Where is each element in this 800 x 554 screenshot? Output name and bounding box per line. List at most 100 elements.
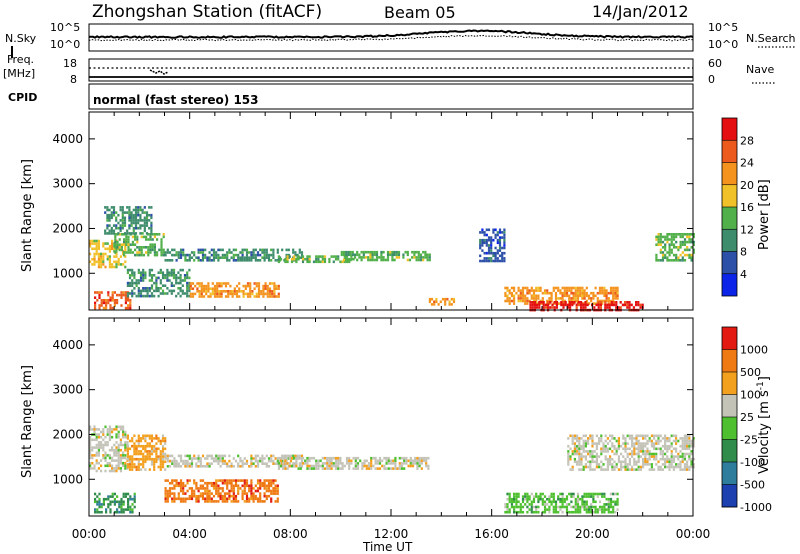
echo-cell <box>635 461 637 464</box>
echo-cell <box>655 256 657 259</box>
echo-cell <box>167 492 169 495</box>
echo-cell <box>271 295 273 298</box>
echo-cell <box>193 254 195 257</box>
echo-cell <box>295 261 297 264</box>
echo-cell <box>580 306 582 309</box>
echo-cell <box>169 251 171 254</box>
echo-cell <box>115 219 117 222</box>
echo-cell <box>658 233 660 236</box>
echo-cell <box>266 462 268 465</box>
echo-cell <box>251 290 253 293</box>
echo-cell <box>217 492 219 495</box>
echo-cell <box>195 498 197 501</box>
echo-cell <box>235 485 237 488</box>
echo-cell <box>144 445 146 448</box>
echo-cell <box>243 293 245 296</box>
echo-cell <box>173 492 175 495</box>
echo-cell <box>677 259 679 262</box>
echo-cell <box>577 495 579 498</box>
echo-cell <box>638 455 640 458</box>
echo-cell <box>129 302 131 305</box>
echo-cell <box>568 297 570 300</box>
echo-cell <box>173 249 175 252</box>
echo-cell <box>644 437 646 440</box>
echo-cell <box>111 428 113 431</box>
echo-cell <box>204 487 206 490</box>
echo-cell <box>613 301 615 304</box>
echo-cell <box>113 467 115 470</box>
echo-cell <box>562 498 564 501</box>
echo-cell <box>598 440 600 443</box>
echo-cell <box>666 437 668 440</box>
echo-cell <box>109 439 111 442</box>
echo-cell <box>242 460 244 463</box>
echo-cell <box>355 460 357 463</box>
echo-cell <box>386 460 388 463</box>
echo-cell <box>124 457 126 460</box>
echo-cell <box>579 498 581 501</box>
echo-cell <box>202 498 204 501</box>
echo-cell <box>133 292 135 295</box>
echo-cell <box>151 440 153 443</box>
echo-cell <box>237 455 239 458</box>
echo-cell <box>220 479 222 482</box>
echo-cell <box>350 460 352 463</box>
echo-cell <box>275 479 277 482</box>
echo-cell <box>584 289 586 292</box>
echo-cell <box>109 495 111 498</box>
echo-cell <box>169 492 171 495</box>
echo-cell <box>91 462 93 465</box>
echo-cell <box>421 462 423 465</box>
echo-cell <box>129 282 131 285</box>
echo-cell <box>356 254 358 257</box>
echo-cell <box>262 285 264 288</box>
echo-cell <box>250 259 252 262</box>
echo-cell <box>524 300 526 303</box>
echo-cell <box>147 295 149 298</box>
echo-cell <box>398 254 400 257</box>
echo-cell <box>131 282 133 285</box>
echo-cell <box>567 458 569 461</box>
echo-cell <box>216 290 218 293</box>
echo-cell <box>253 487 255 490</box>
echo-cell <box>266 495 268 498</box>
echo-cell <box>391 256 393 259</box>
echo-cell <box>562 304 564 307</box>
echo-cell <box>239 487 241 490</box>
echo-cell <box>156 251 158 254</box>
echo-cell <box>269 290 271 293</box>
echo-cell <box>176 460 178 463</box>
echo-cell <box>160 466 162 469</box>
echo-cell <box>578 445 580 448</box>
echo-cell <box>577 297 579 300</box>
echo-cell <box>403 467 405 470</box>
echo-cell <box>486 257 488 260</box>
echo-cell <box>664 440 666 443</box>
echo-cell <box>589 435 591 438</box>
echo-cell <box>129 277 131 280</box>
echo-cell <box>222 490 224 493</box>
echo-cell <box>655 435 657 438</box>
echo-cell <box>255 498 257 501</box>
echo-cell <box>189 498 191 501</box>
echo-cell <box>262 295 264 298</box>
echo-cell <box>651 463 653 466</box>
echo-cell <box>504 287 506 290</box>
echo-cell <box>322 258 324 261</box>
echo-cell <box>261 251 263 254</box>
echo-cell <box>156 233 158 236</box>
echo-cell <box>529 289 531 292</box>
echo-cell <box>551 304 553 307</box>
echo-cell <box>509 511 511 514</box>
echo-cell <box>250 256 252 259</box>
echo-cell <box>218 295 220 298</box>
echo-cell <box>389 254 391 257</box>
echo-cell <box>569 458 571 461</box>
echo-cell <box>144 455 146 458</box>
echo-cell <box>224 254 226 257</box>
echo-cell <box>200 465 202 468</box>
echo-cell <box>427 259 429 262</box>
echo-cell <box>206 259 208 262</box>
echo-cell <box>495 257 497 260</box>
